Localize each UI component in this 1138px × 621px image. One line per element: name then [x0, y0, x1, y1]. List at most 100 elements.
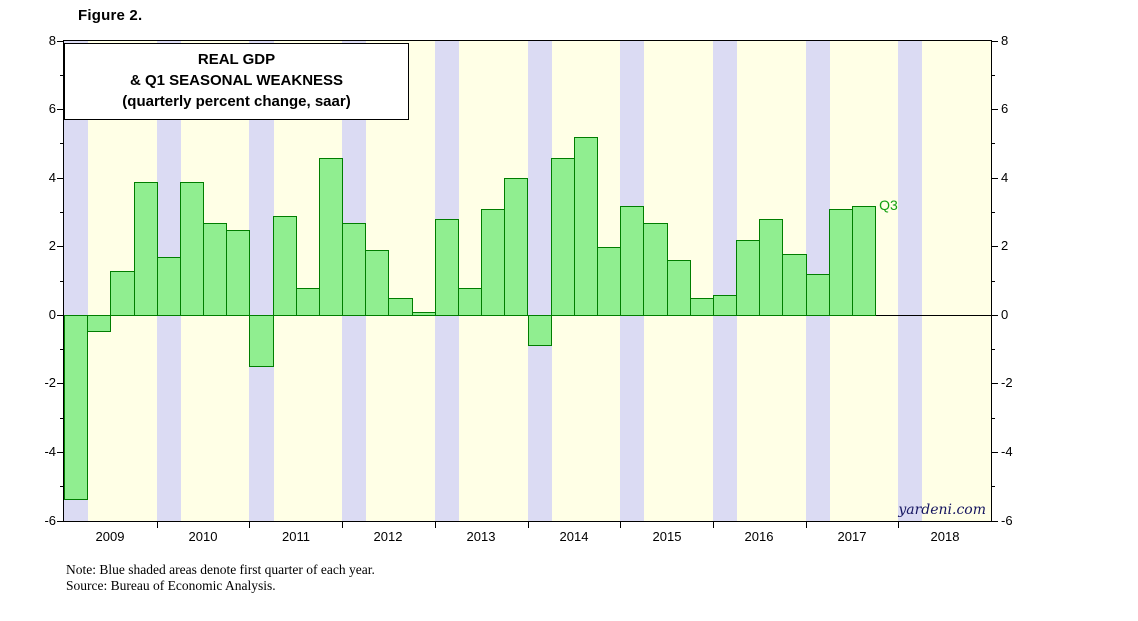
x-axis-year-label: 2010	[188, 529, 218, 544]
y-tick-right	[992, 41, 998, 42]
x-axis-year-label: 2013	[466, 529, 496, 544]
x-tick-year-boundary	[157, 522, 158, 528]
y-tick-right	[992, 281, 995, 282]
q1-band-2011	[249, 41, 274, 521]
bar-2014-Q3	[573, 137, 599, 317]
y-tick-right	[992, 75, 995, 76]
bar-2009-Q4	[133, 181, 158, 317]
y-axis-label-left: 8	[48, 33, 56, 48]
x-tick-year-boundary	[249, 522, 250, 528]
bar-2009-Q2	[87, 315, 112, 333]
y-axis-label-right: 6	[1001, 101, 1009, 116]
y-tick-left	[57, 521, 63, 522]
bar-2016-Q4	[782, 253, 807, 317]
y-axis-label-left: 6	[48, 101, 56, 116]
bar-2013-Q3	[481, 209, 506, 317]
y-tick-right	[992, 486, 995, 487]
bar-2012-Q1	[342, 222, 367, 317]
y-tick-right	[992, 246, 998, 247]
bar-2017-Q2	[828, 209, 853, 317]
bar-2010-Q3	[203, 222, 228, 317]
x-axis-year-label: 2017	[837, 529, 867, 544]
bar-2016-Q3	[759, 219, 784, 317]
y-tick-right	[992, 109, 998, 110]
y-tick-left	[60, 486, 63, 487]
figure-label: Figure 2.	[78, 7, 143, 24]
bar-2009-Q1	[64, 315, 89, 501]
bar-2015-Q2	[643, 222, 668, 317]
y-axis-label-right: 0	[1001, 307, 1009, 322]
y-tick-left	[60, 75, 63, 76]
bar-2010-Q4	[226, 229, 251, 317]
source-line: Source: Bureau of Economic Analysis.	[66, 578, 276, 593]
plot-area: REAL GDP & Q1 SEASONAL WEAKNESS (quarter…	[63, 40, 992, 522]
y-tick-right	[992, 143, 995, 144]
bar-2015-Q4	[689, 298, 714, 317]
y-tick-left	[60, 349, 63, 350]
y-tick-right	[992, 315, 998, 316]
y-tick-left	[57, 246, 63, 247]
y-tick-left	[57, 452, 63, 453]
chart-title-line-1: REAL GDP	[197, 51, 276, 68]
y-tick-right	[992, 349, 995, 350]
bar-2010-Q1	[156, 257, 181, 317]
x-axis-year-label: 2018	[930, 529, 960, 544]
x-tick-year-boundary	[713, 522, 714, 528]
y-tick-right	[992, 452, 998, 453]
y-axis-label-right: 8	[1001, 33, 1009, 48]
y-axis-label-right: -2	[1001, 375, 1013, 390]
q1-band-2016	[712, 41, 738, 521]
bar-2010-Q2	[179, 181, 205, 317]
y-axis-label-right: -6	[1001, 513, 1013, 528]
y-tick-right	[992, 383, 998, 384]
chart-title-box: REAL GDP & Q1 SEASONAL WEAKNESS (quarter…	[64, 43, 409, 120]
y-axis-label-left: -4	[44, 444, 56, 459]
x-axis-year-label: 2011	[282, 529, 310, 544]
x-axis-year-label: 2015	[652, 529, 682, 544]
chart-title-line-2: & Q1 SEASONAL WEAKNESS	[129, 72, 344, 89]
bar-2012-Q2	[365, 250, 390, 317]
y-axis-label-left: -6	[44, 513, 56, 528]
note-line: Note: Blue shaded areas denote first qua…	[66, 562, 375, 577]
y-tick-left	[57, 315, 63, 316]
bar-2015-Q1	[620, 205, 645, 317]
last-bar-label: Q3	[879, 196, 898, 213]
bar-2011-Q2	[272, 215, 297, 317]
y-tick-left	[57, 109, 63, 110]
watermark: yardeni.com	[898, 502, 986, 518]
x-axis-year-label: 2009	[95, 529, 125, 544]
bar-2016-Q2	[736, 239, 761, 317]
x-axis-year-label: 2014	[559, 529, 589, 544]
x-axis-year-label: 2016	[744, 529, 774, 544]
bar-2017-Q1	[805, 274, 830, 317]
bar-2014-Q1	[527, 315, 552, 347]
bar-2013-Q1	[434, 219, 459, 317]
y-tick-right	[992, 178, 998, 179]
x-tick-year-boundary	[620, 522, 621, 528]
q1-band-2014	[527, 41, 552, 521]
y-axis-label-left: 2	[48, 238, 56, 253]
y-axis-label-right: -4	[1001, 444, 1013, 459]
bar-2014-Q2	[550, 157, 575, 317]
notes: Note: Blue shaded areas denote first qua…	[66, 562, 375, 594]
y-axis-label-left: -2	[44, 375, 56, 390]
bar-2016-Q1	[712, 294, 738, 317]
bar-2014-Q4	[597, 246, 622, 317]
x-tick-year-boundary	[342, 522, 343, 528]
x-tick-year-boundary	[806, 522, 807, 528]
y-tick-left	[60, 418, 63, 419]
y-tick-right	[992, 418, 995, 419]
bar-2011-Q3	[295, 287, 320, 317]
y-axis-label-right: 4	[1001, 170, 1009, 185]
y-tick-left	[60, 281, 63, 282]
x-tick-year-boundary	[435, 522, 436, 528]
y-axis-label-right: 2	[1001, 238, 1009, 253]
bar-2015-Q3	[666, 260, 691, 317]
bar-2012-Q4	[411, 311, 436, 317]
bar-2011-Q4	[318, 157, 344, 317]
y-axis-label-left: 0	[48, 307, 56, 322]
bar-2011-Q1	[249, 315, 274, 367]
x-tick-year-boundary	[898, 522, 899, 528]
y-tick-right	[992, 521, 998, 522]
